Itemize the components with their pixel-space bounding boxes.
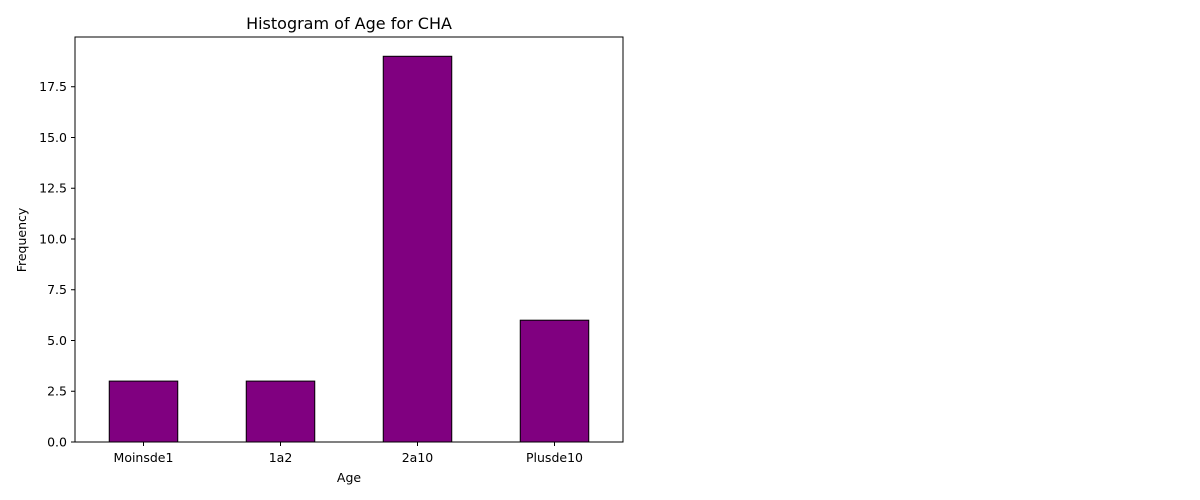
y-tick-label: 2.5 <box>47 384 67 399</box>
bar-1a2 <box>245 380 316 443</box>
y-axis: 0.0 2.5 5.0 7.5 10.0 12.5 15.0 17.5 <box>39 79 75 450</box>
x-tick-label: Plusde10 <box>526 450 583 465</box>
chart-title: Histogram of Age for CHA <box>246 14 452 33</box>
plot-frame <box>74 36 624 443</box>
x-tick-label: 1a2 <box>269 450 293 465</box>
y-tick-label: 12.5 <box>39 181 67 196</box>
y-tick-label: 5.0 <box>47 333 67 348</box>
bar-Plusde10 <box>519 319 590 443</box>
x-tick-label: 2a10 <box>402 450 434 465</box>
bars-group <box>108 55 590 443</box>
bar-Moinsde1 <box>108 380 179 443</box>
y-tick-label: 7.5 <box>47 282 67 297</box>
y-tick-label: 10.0 <box>39 231 67 246</box>
y-tick-label: 15.0 <box>39 130 67 145</box>
y-tick-label: 17.5 <box>39 79 67 94</box>
bar-2a10 <box>382 55 453 443</box>
x-tick-label: Moinsde1 <box>114 450 174 465</box>
y-tick-label: 0.0 <box>47 435 67 450</box>
x-axis-label: Age <box>337 470 361 485</box>
x-axis: Moinsde1 1a2 2a10 Plusde10 <box>114 442 583 465</box>
y-axis-label: Frequency <box>14 207 29 272</box>
